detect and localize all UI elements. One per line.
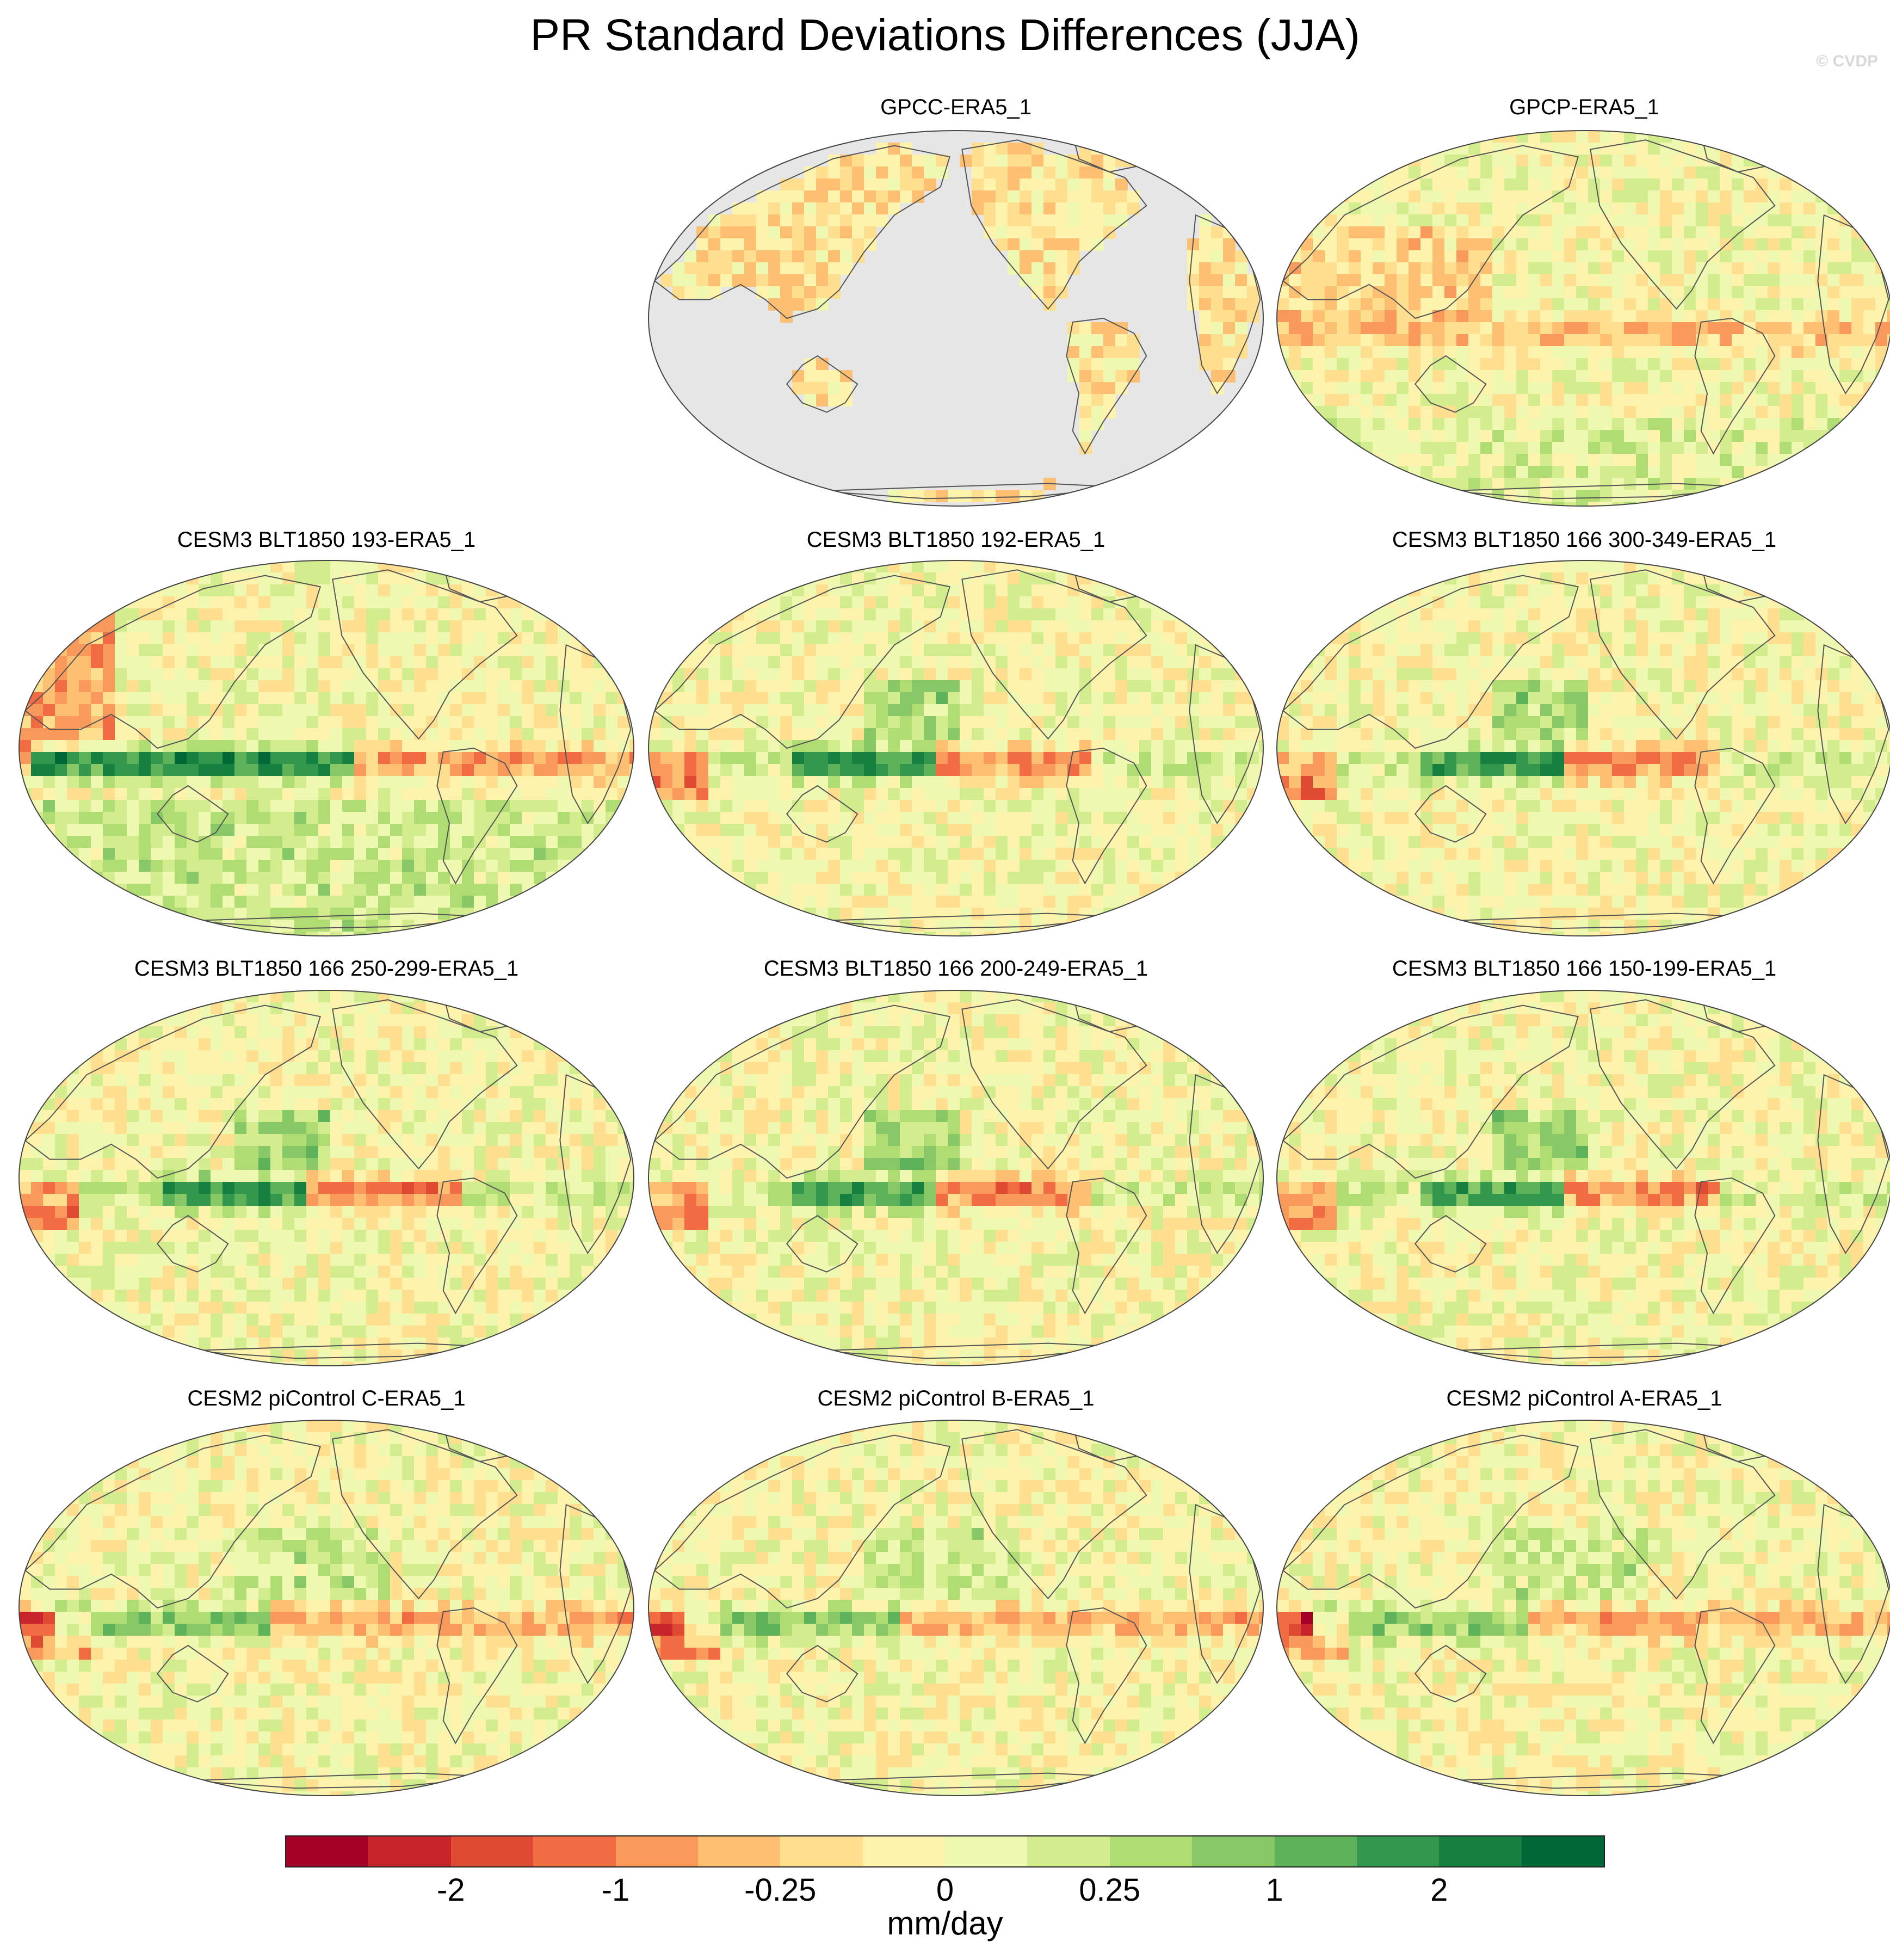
figure-title: PR Standard Deviations Differences (JJA) — [530, 10, 1360, 60]
panel-title: CESM3 BLT1850 166 300-349-ERA5_1 — [1392, 528, 1777, 552]
map-panel — [1276, 560, 1890, 936]
panel-title: CESM2 piControl B-ERA5_1 — [817, 1386, 1095, 1410]
map-panel — [18, 1420, 634, 1796]
map-panel — [18, 560, 634, 936]
colorbar-tick-label: 0 — [936, 1872, 954, 1908]
colorbar-swatch — [945, 1836, 1028, 1866]
colorbar-swatch — [368, 1836, 451, 1866]
colorbar-swatch — [533, 1836, 616, 1866]
panel-title: CESM2 piControl C-ERA5_1 — [187, 1386, 466, 1410]
watermark: © CVDP — [1816, 52, 1878, 70]
panel-title: CESM3 BLT1850 193-ERA5_1 — [177, 528, 476, 552]
colorbar-tick-label: -2 — [436, 1872, 465, 1908]
colorbar-swatch — [780, 1836, 863, 1866]
panel-title: CESM3 BLT1850 192-ERA5_1 — [806, 528, 1105, 552]
colorbar-swatch — [1109, 1836, 1193, 1866]
colorbar-swatch — [1521, 1836, 1604, 1866]
panel-title: CESM3 BLT1850 166 150-199-ERA5_1 — [1392, 957, 1777, 981]
colorbar-swatch — [1439, 1836, 1522, 1866]
panel-title: CESM2 piControl A-ERA5_1 — [1446, 1386, 1722, 1410]
panel-title: CESM3 BLT1850 166 200-249-ERA5_1 — [763, 957, 1148, 981]
colorbar-swatch — [450, 1836, 534, 1866]
map-panel — [648, 130, 1264, 507]
colorbar-tick-label: 1 — [1265, 1872, 1283, 1908]
map-panel — [18, 990, 634, 1366]
colorbar-swatch — [862, 1836, 945, 1866]
colorbar-tick-label: -0.25 — [744, 1872, 817, 1908]
colorbar-swatch — [1356, 1836, 1440, 1866]
map-panel — [1276, 1420, 1890, 1796]
colorbar — [285, 1835, 1605, 1867]
colorbar-tick-label: -1 — [601, 1872, 630, 1908]
colorbar-tick-label: 0.25 — [1079, 1872, 1141, 1908]
colorbar-swatch — [286, 1836, 369, 1866]
panel-title: CESM3 BLT1850 166 250-299-ERA5_1 — [134, 957, 519, 981]
colorbar-tick-label: 2 — [1430, 1872, 1448, 1908]
colorbar-units: mm/day — [887, 1905, 1003, 1941]
panel-title: GPCP-ERA5_1 — [1509, 95, 1659, 119]
map-panel — [1276, 990, 1890, 1366]
map-panel — [648, 560, 1264, 936]
map-panel — [1276, 130, 1890, 507]
colorbar-swatch — [1192, 1836, 1275, 1866]
panel-title: GPCC-ERA5_1 — [880, 95, 1032, 119]
colorbar-swatch — [615, 1836, 698, 1866]
map-panel — [648, 990, 1264, 1366]
map-panel — [648, 1420, 1264, 1796]
colorbar-swatch — [1274, 1836, 1357, 1866]
colorbar-swatch — [1027, 1836, 1110, 1866]
colorbar-swatch — [697, 1836, 781, 1866]
